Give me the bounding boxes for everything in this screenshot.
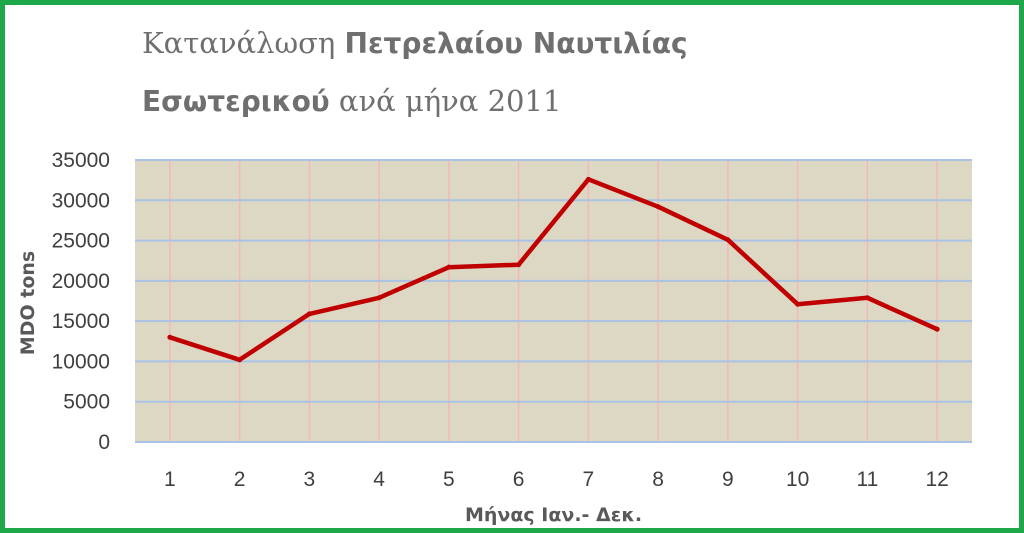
x-tick-label: 4 bbox=[373, 468, 385, 491]
data-point bbox=[725, 237, 731, 243]
x-tick-label: 1 bbox=[164, 468, 176, 491]
x-tick-label: 11 bbox=[856, 468, 878, 491]
x-tick-label: 5 bbox=[443, 468, 455, 491]
chart-title: Κατανάλωση Πετρελαίου Ναυτιλίας Εσωτερικ… bbox=[142, 17, 942, 133]
x-tick-label: 2 bbox=[234, 468, 246, 491]
data-point bbox=[446, 264, 452, 270]
y-tick-label: 5000 bbox=[63, 391, 110, 414]
data-point bbox=[306, 311, 312, 317]
data-point bbox=[585, 176, 591, 182]
x-tick-label: 10 bbox=[786, 468, 809, 491]
x-tick-label: 8 bbox=[652, 468, 664, 491]
title-part-1: Κατανάλωση bbox=[142, 26, 345, 60]
y-tick-label: 10000 bbox=[52, 350, 110, 373]
data-point bbox=[237, 357, 243, 363]
y-tick-label: 15000 bbox=[52, 310, 110, 333]
data-point bbox=[934, 326, 940, 332]
x-tick-label: 9 bbox=[722, 468, 734, 491]
x-tick-label: 3 bbox=[304, 468, 316, 491]
y-axis-title: MDO tons bbox=[17, 251, 39, 355]
x-tick-label: 6 bbox=[513, 468, 525, 491]
title-part-3: Εσωτερικού bbox=[142, 85, 330, 118]
data-point bbox=[655, 204, 661, 210]
title-part-4: ανά μήνα 2011 bbox=[329, 84, 562, 118]
data-point bbox=[795, 301, 801, 307]
y-tick-label: 25000 bbox=[52, 230, 110, 253]
y-tick-label: 0 bbox=[98, 431, 110, 454]
title-part-2: Πετρελαίου Ναυτιλίας bbox=[344, 27, 688, 60]
y-tick-label: 35000 bbox=[52, 149, 110, 172]
data-point bbox=[376, 295, 382, 301]
data-point bbox=[516, 262, 522, 268]
x-tick-label: 12 bbox=[925, 468, 948, 491]
data-point bbox=[167, 334, 173, 340]
data-point bbox=[864, 295, 870, 301]
y-tick-label: 30000 bbox=[52, 189, 110, 212]
x-tick-label: 7 bbox=[583, 468, 595, 491]
y-tick-label: 20000 bbox=[52, 270, 110, 293]
series-line bbox=[167, 177, 940, 363]
x-axis-title: Μήνας Ιαν.- Δεκ. bbox=[465, 504, 642, 526]
